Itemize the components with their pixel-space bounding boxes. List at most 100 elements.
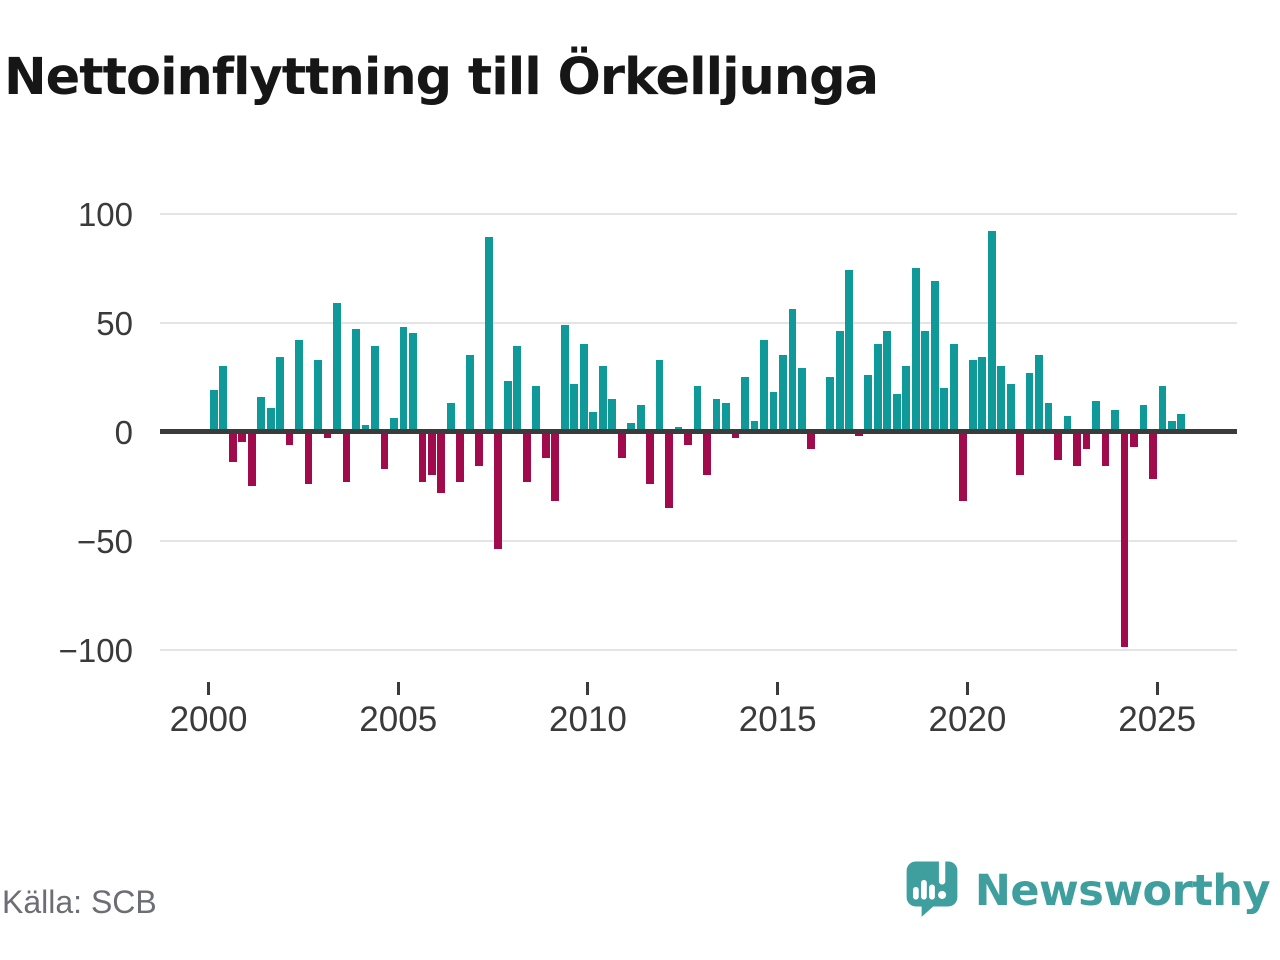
bar-2022-q1 [1044,403,1053,432]
bar-2005-q3 [418,431,427,482]
bar-2010-q1 [589,411,598,432]
bar-2003-q4 [352,329,360,432]
chart-title: Nettoinflyttning till Örkelljunga [4,48,879,107]
bar-2007-q4 [503,381,512,432]
bar-2000-q1 [209,390,218,432]
x-tick-mark-2015 [776,682,780,695]
bar-2015-q1 [779,355,787,432]
y-axis-label--50: −50 [77,522,133,560]
bar-2018-q2 [902,366,911,432]
bar-2020-q4 [997,366,1006,432]
newsworthy-logo-icon [903,858,961,923]
bar-2006-q2 [446,403,455,432]
bar-2012-q4 [693,385,702,432]
bar-2020-q3 [987,230,996,432]
bar-2004-q2 [371,346,379,432]
newsworthy-logo: Newsworthy [903,858,1271,923]
bar-2003-q1 [323,431,332,439]
x-tick-mark-2005 [396,682,400,695]
bar-2021-q3 [1025,372,1034,432]
bar-2002-q2 [295,339,303,432]
bar-2023-q3 [1101,431,1110,467]
bar-2024-q2 [1130,431,1138,447]
source-credit: Källa: SCB [2,884,157,920]
bar-2013-q2 [712,398,721,432]
bar-2011-q3 [646,431,654,484]
bar-2001-q4 [276,357,284,432]
bar-2018-q3 [911,268,920,432]
bar-2016-q2 [826,377,835,432]
y-axis-label-100: 100 [77,195,133,233]
bar-2001-q1 [247,431,256,486]
bar-2004-q3 [380,431,389,469]
bar-2012-q3 [684,431,692,445]
bar-2001-q2 [257,396,266,432]
bar-2008-q4 [541,431,550,458]
bar-2019-q1 [930,281,939,432]
bar-2014-q2 [750,420,759,432]
bar-2005-q1 [399,326,408,432]
bar-2012-q1 [665,431,673,508]
bar-2017-q2 [864,374,873,432]
x-axis-label-2000: 2000 [169,700,248,739]
y-axis-label-50: 50 [96,304,133,342]
bar-2023-q2 [1092,400,1100,432]
bar-2010-q2 [598,366,607,432]
x-tick-mark-2010 [586,682,590,695]
bar-2024-q4 [1149,431,1157,480]
bar-2000-q3 [228,431,237,463]
bar-2023-q4 [1111,409,1119,432]
bar-2008-q3 [532,385,541,432]
bar-2022-q2 [1054,431,1062,460]
bar-2008-q2 [522,431,531,482]
bar-2006-q3 [456,431,465,482]
bar-2013-q4 [731,431,740,439]
gridline-y-50 [160,321,1237,324]
bar-2013-q3 [722,403,730,432]
bar-2023-q1 [1082,431,1091,449]
bar-2011-q4 [655,359,664,432]
bar-2013-q1 [703,431,711,476]
gridline-y--50 [160,539,1237,542]
bar-2007-q1 [475,431,484,467]
gridline-y-100 [160,212,1237,215]
bar-2002-q1 [285,431,294,445]
bar-2004-q4 [390,418,398,432]
bar-2000-q4 [238,431,247,443]
x-axis-label-2015: 2015 [738,700,817,739]
bar-2014-q1 [741,377,749,432]
bar-2014-q4 [769,392,778,432]
zero-axis-line [160,429,1237,434]
bar-2024-q1 [1120,431,1129,648]
bar-2020-q2 [978,357,987,432]
bar-2025-q1 [1158,385,1167,432]
bar-2009-q3 [570,383,579,432]
bar-2003-q3 [342,431,351,482]
bar-2017-q4 [883,331,892,432]
bar-2019-q3 [949,344,958,432]
bar-2009-q2 [560,324,569,432]
bar-2025-q3 [1177,414,1186,432]
y-axis-label--100: −100 [58,631,133,669]
bar-2007-q2 [484,237,493,432]
bar-2021-q2 [1016,431,1024,476]
bar-2019-q4 [959,431,968,502]
bar-2009-q4 [579,344,588,432]
bar-2002-q4 [314,359,322,432]
bar-2014-q3 [760,339,768,432]
newsworthy-wordmark: Newsworthy [974,865,1271,916]
bar-2005-q4 [428,431,436,476]
x-axis-label-2025: 2025 [1118,700,1197,739]
bar-2022-q3 [1063,416,1072,432]
bar-2006-q1 [437,431,446,493]
gridline-y--100 [160,648,1237,651]
bar-2006-q4 [465,355,474,432]
bar-2019-q2 [940,387,949,432]
bar-2016-q4 [845,270,854,432]
bar-2020-q1 [968,359,977,432]
bar-2007-q3 [494,431,503,550]
bar-2008-q1 [513,346,522,432]
bar-2015-q2 [788,309,797,432]
bar-2021-q4 [1035,355,1043,432]
